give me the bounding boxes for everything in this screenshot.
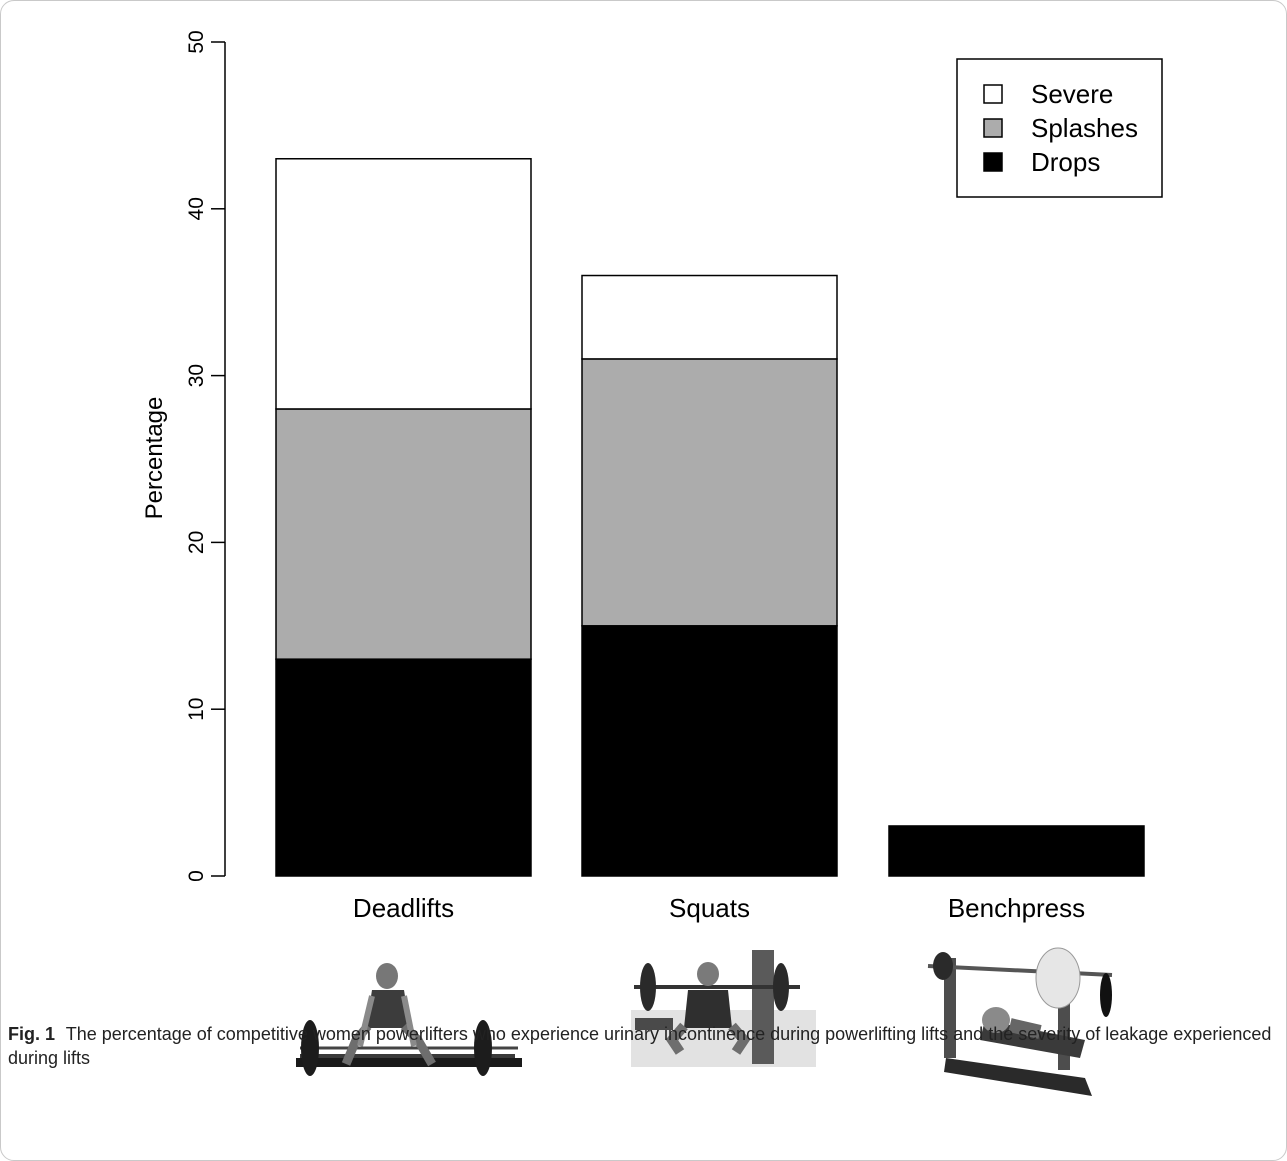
caption-text: The percentage of competitive women powe… (8, 1024, 1272, 1068)
x-tick-label-squats: Squats (669, 893, 750, 923)
bar-benchpress-drops (888, 825, 1145, 877)
y-axis: 0 10 20 30 40 50 (185, 30, 226, 882)
y-tick-label: 50 (185, 30, 208, 53)
bar-squats-severe (581, 274, 838, 360)
y-tick-label: 10 (185, 698, 208, 721)
legend: Severe Splashes Drops (956, 58, 1163, 198)
x-axis-labels: Deadlifts Squats Benchpress (353, 893, 1085, 923)
benchpress-photo (927, 947, 1113, 1096)
legend-label-drops: Drops (1031, 147, 1100, 177)
bar-deadlifts-splashes (275, 408, 532, 660)
bar-squats-splashes (581, 358, 838, 627)
y-tick-label: 30 (185, 364, 208, 387)
bar-squats-drops (581, 625, 838, 877)
y-axis-title: Percentage (141, 397, 168, 520)
y-tick-label: 0 (185, 870, 208, 882)
legend-label-splashes: Splashes (1031, 113, 1138, 143)
bar-deadlifts-severe (275, 158, 532, 410)
bars (275, 158, 1145, 877)
legend-swatch-splashes (983, 118, 1003, 138)
legend-label-severe: Severe (1031, 79, 1113, 109)
legend-swatch-drops (983, 152, 1003, 172)
squat-photo (631, 950, 816, 1067)
x-tick-label-deadlifts: Deadlifts (353, 893, 454, 923)
legend-swatch-severe (983, 84, 1003, 104)
y-tick-label: 20 (185, 531, 208, 554)
deadlift-photo (296, 963, 522, 1076)
y-tick-label: 40 (185, 197, 208, 220)
x-tick-label-benchpress: Benchpress (948, 893, 1085, 923)
figure-caption: Fig. 1 The percentage of competitive wom… (8, 1022, 1273, 1070)
figure-label: Fig. 1 (8, 1024, 56, 1044)
bar-deadlifts-drops (275, 658, 532, 877)
